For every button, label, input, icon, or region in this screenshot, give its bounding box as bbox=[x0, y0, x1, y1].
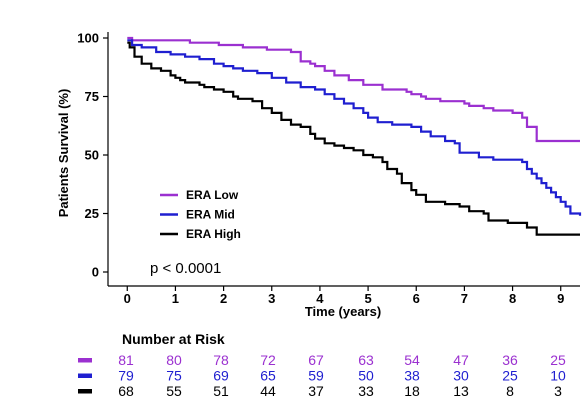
legend-label: ERA Mid bbox=[186, 208, 235, 222]
risk-count: 38 bbox=[404, 368, 420, 384]
risk-count: 25 bbox=[550, 352, 566, 368]
risk-count: 51 bbox=[213, 383, 229, 399]
risk-count: 80 bbox=[166, 352, 182, 368]
risk-count: 59 bbox=[308, 368, 324, 384]
risk-count: 18 bbox=[404, 383, 420, 399]
risk-count: 33 bbox=[358, 383, 374, 399]
x-tick-label: 5 bbox=[364, 291, 371, 306]
risk-count: 3 bbox=[554, 383, 562, 399]
x-tick-label: 6 bbox=[413, 291, 420, 306]
risk-row-swatch bbox=[78, 373, 92, 378]
risk-count: 10 bbox=[550, 368, 566, 384]
x-tick-label: 2 bbox=[220, 291, 227, 306]
legend-label: ERA High bbox=[186, 227, 241, 241]
risk-count: 63 bbox=[358, 352, 374, 368]
risk-row-swatch bbox=[78, 358, 92, 363]
risk-count: 79 bbox=[118, 368, 134, 384]
risk-count: 68 bbox=[118, 383, 134, 399]
risk-count: 25 bbox=[502, 368, 518, 384]
risk-count: 67 bbox=[308, 352, 324, 368]
risk-count: 65 bbox=[260, 368, 276, 384]
series-line-era-low bbox=[127, 36, 580, 143]
risk-count: 75 bbox=[166, 368, 182, 384]
risk-count: 55 bbox=[166, 383, 182, 399]
risk-count: 8 bbox=[506, 383, 514, 399]
risk-count: 69 bbox=[213, 368, 229, 384]
risk-count: 36 bbox=[502, 352, 518, 368]
x-tick-label: 3 bbox=[268, 291, 275, 306]
x-tick-label: 4 bbox=[316, 291, 324, 306]
risk-count: 81 bbox=[118, 352, 134, 368]
risk-count: 50 bbox=[358, 368, 374, 384]
y-tick-label: 50 bbox=[85, 148, 99, 163]
y-tick-label: 100 bbox=[77, 31, 99, 46]
y-tick-label: 75 bbox=[85, 89, 99, 104]
risk-table-title: Number at Risk bbox=[122, 331, 225, 347]
y-axis-title: Patients Survival (%) bbox=[56, 89, 71, 218]
series-line-era-mid bbox=[127, 39, 582, 216]
y-tick-label: 25 bbox=[85, 206, 99, 221]
x-tick-label: 8 bbox=[509, 291, 516, 306]
legend: ERA Low ERA Mid ERA High bbox=[160, 188, 241, 241]
risk-count: 72 bbox=[260, 352, 276, 368]
x-tick-label: 0 bbox=[124, 291, 131, 306]
risk-count: 30 bbox=[453, 368, 469, 384]
series-layer bbox=[127, 36, 582, 236]
risk-row-swatch bbox=[78, 389, 92, 394]
series-line-era-high bbox=[127, 41, 580, 236]
x-axis-title: Time (years) bbox=[305, 304, 381, 319]
p-value-annotation: p < 0.0001 bbox=[150, 260, 221, 277]
y-tick-label: 0 bbox=[92, 265, 99, 280]
x-tick-label: 7 bbox=[461, 291, 468, 306]
plot-area: 0 25 50 75 100 0 1 2 3 4 5 6 7 8 9 bbox=[77, 31, 580, 306]
risk-count: 44 bbox=[260, 383, 276, 399]
risk-count: 78 bbox=[213, 352, 229, 368]
risk-count: 54 bbox=[404, 352, 420, 368]
legend-label: ERA Low bbox=[186, 188, 239, 202]
risk-count: 47 bbox=[453, 352, 469, 368]
risk-count: 37 bbox=[308, 383, 324, 399]
x-tick-label: 1 bbox=[172, 291, 179, 306]
x-tick-label: 9 bbox=[557, 291, 564, 306]
risk-count: 13 bbox=[453, 383, 469, 399]
